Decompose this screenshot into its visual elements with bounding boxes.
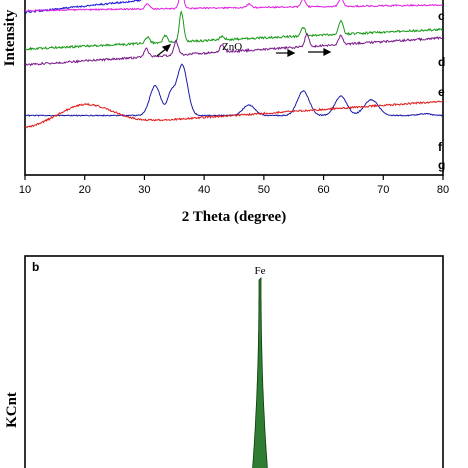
zno-arrows	[156, 44, 332, 57]
curve-label-d: d	[438, 55, 445, 69]
curve-f	[25, 63, 443, 117]
zno-annotation: ZnO	[222, 41, 242, 53]
x-axis-ticks: 10 20 30 40 50 60 70 80	[19, 175, 449, 196]
curve-e	[25, 32, 443, 67]
arrow-head-36	[161, 44, 172, 53]
curve-top-partial	[25, 0, 155, 14]
panel-a: 10 20 30 40 50 60 70 80 c d e f g ZnO Intensity…	[2, 0, 449, 225]
panel-b: b Fe KCnt	[4, 255, 444, 468]
curve-label-g: g	[438, 158, 445, 172]
x-tick-label: 60	[317, 184, 329, 196]
curve-d	[25, 10, 443, 51]
xrd-curves	[25, 0, 443, 129]
arrow-head-63	[323, 48, 332, 56]
plot-frame-a	[24, 0, 444, 176]
fe-peak-label: Fe	[255, 265, 266, 277]
curve-label-e: e	[438, 85, 445, 99]
curve-label-c: c	[438, 9, 445, 23]
x-tick-label: 10	[19, 184, 31, 196]
y-axis-title-b: KCnt	[4, 392, 20, 428]
x-tick-label: 40	[198, 184, 210, 196]
curve-label-f: f	[438, 140, 443, 154]
x-tick-label: 50	[258, 184, 270, 196]
x-tick-label: 30	[138, 184, 150, 196]
arrow-head-57	[287, 49, 296, 57]
x-tick-label: 20	[79, 184, 91, 196]
fe-peak	[252, 277, 268, 468]
y-axis-title-a: Intensity	[2, 9, 18, 66]
panel-label-b: b	[32, 260, 39, 274]
x-axis-title-a: 2 Theta (degree)	[182, 209, 286, 225]
curve-c	[25, 0, 443, 12]
curve-g	[25, 100, 443, 129]
plot-frame-b	[24, 255, 444, 468]
x-tick-label: 80	[437, 184, 449, 196]
x-tick-label: 70	[377, 184, 389, 196]
